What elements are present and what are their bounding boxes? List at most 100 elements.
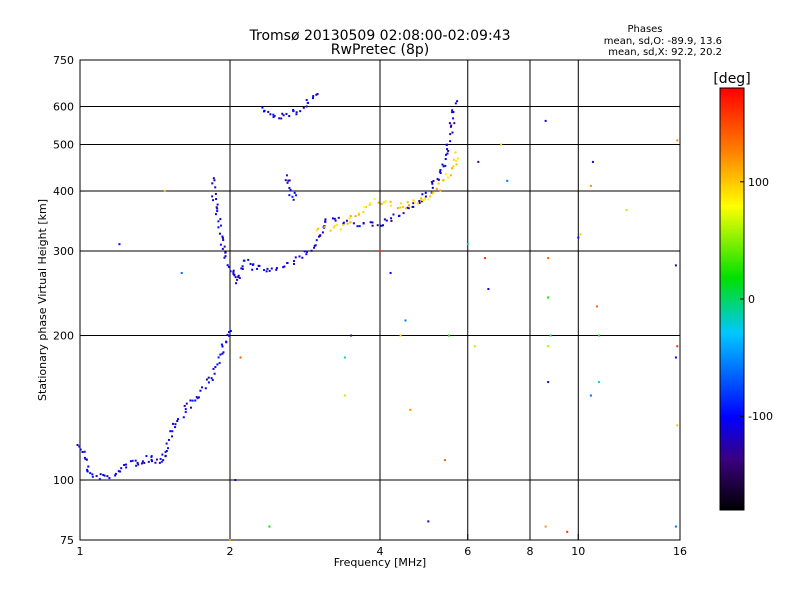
x-trace-point — [362, 211, 365, 214]
scatter-point — [350, 334, 353, 337]
o-trace-point — [295, 113, 298, 116]
o-trace-point — [450, 124, 453, 127]
o-trace-point — [295, 111, 298, 114]
o-trace-point — [449, 133, 452, 136]
x-trace-point — [377, 201, 380, 204]
o-trace-point — [256, 267, 259, 270]
o-trace-point — [312, 96, 315, 99]
x-trace-point — [342, 224, 345, 227]
o-trace-point — [315, 93, 318, 96]
o-trace-point — [226, 264, 229, 267]
x-trace-point — [432, 191, 435, 194]
scatter-point — [500, 143, 503, 146]
o-trace-point — [218, 361, 221, 364]
o-trace-point — [197, 396, 200, 399]
o-trace-point — [446, 148, 449, 151]
o-trace-point — [199, 389, 202, 392]
phase-legend-heading: Phases — [627, 24, 662, 35]
o-trace-point — [317, 235, 320, 238]
o-trace-point — [214, 186, 217, 189]
o-trace-point — [194, 399, 197, 402]
scatter-point — [676, 139, 679, 142]
o-trace-point — [155, 458, 158, 461]
o-trace-point — [154, 461, 157, 464]
x-trace-point — [421, 199, 424, 202]
o-trace-point — [272, 113, 275, 116]
o-trace-point — [195, 396, 198, 399]
colorbar-tick-label: -100 — [748, 410, 773, 423]
o-trace-point — [292, 110, 295, 113]
o-trace-point — [456, 100, 459, 103]
o-trace-point — [165, 442, 168, 445]
o-trace-point — [183, 404, 186, 407]
o-trace-point — [313, 246, 316, 249]
o-trace-point — [223, 245, 226, 248]
o-trace-point — [449, 140, 452, 143]
o-trace-point — [137, 463, 140, 466]
x-trace-point — [456, 157, 459, 160]
o-trace-point — [232, 272, 235, 275]
o-trace-point — [321, 231, 324, 234]
o-trace-point — [89, 472, 92, 475]
x-trace-point — [396, 207, 399, 210]
o-trace-point — [431, 182, 434, 185]
o-trace-point — [265, 270, 268, 273]
chart-title: Tromsø 20130509 02:08:00-02:09:43 — [249, 28, 511, 44]
o-trace-point — [211, 182, 214, 185]
o-trace-point — [430, 181, 433, 184]
o-trace-point — [151, 460, 154, 463]
x-tick-label: 1 — [77, 545, 84, 558]
o-trace-point — [102, 473, 105, 476]
o-trace-point — [214, 213, 217, 216]
o-trace-point — [150, 455, 153, 458]
scatter-point — [547, 345, 550, 348]
x-trace-point — [323, 226, 326, 229]
o-trace-point — [171, 435, 174, 438]
o-trace-point — [287, 179, 290, 182]
o-trace-point — [439, 170, 442, 173]
o-trace-point — [184, 408, 187, 411]
o-trace-point — [452, 117, 455, 120]
o-trace-point — [441, 163, 444, 166]
o-trace-point — [305, 253, 308, 256]
o-trace-point — [232, 270, 235, 273]
scatter-point — [674, 356, 677, 359]
x-trace-point — [335, 223, 338, 226]
o-trace-point — [182, 416, 185, 419]
o-trace-point — [207, 381, 210, 384]
x-trace-point — [357, 213, 360, 216]
o-trace-point — [447, 149, 450, 152]
o-trace-point — [269, 113, 272, 116]
o-trace-point — [214, 366, 217, 369]
x-trace-point — [332, 226, 335, 229]
x-trace-point — [420, 197, 423, 200]
colorbar-label: [deg] — [713, 71, 750, 87]
o-trace-point — [281, 112, 284, 115]
o-trace-point — [221, 235, 224, 238]
o-trace-point — [310, 249, 313, 252]
o-trace-point — [397, 215, 400, 218]
o-trace-point — [316, 93, 319, 96]
o-trace-point — [185, 402, 188, 405]
o-trace-point — [158, 461, 161, 464]
o-trace-point — [449, 125, 452, 128]
o-trace-point — [120, 467, 123, 470]
o-trace-point — [282, 114, 285, 117]
scatter-point — [229, 539, 231, 541]
o-trace-point — [283, 265, 286, 268]
x-trace-point — [346, 222, 349, 225]
o-trace-point — [382, 224, 385, 227]
o-trace-point — [273, 114, 276, 117]
o-trace-point — [345, 219, 348, 222]
o-trace-point — [303, 250, 306, 253]
scatter-point — [239, 356, 242, 359]
o-trace-point — [131, 459, 134, 462]
o-trace-point — [444, 158, 447, 161]
o-trace-point — [234, 282, 237, 285]
o-trace-point — [337, 216, 340, 219]
y-tick-label: 400 — [53, 185, 74, 198]
o-trace-point — [161, 453, 164, 456]
o-trace-point — [220, 343, 223, 346]
o-trace-point — [201, 386, 204, 389]
o-trace-point — [216, 207, 219, 210]
